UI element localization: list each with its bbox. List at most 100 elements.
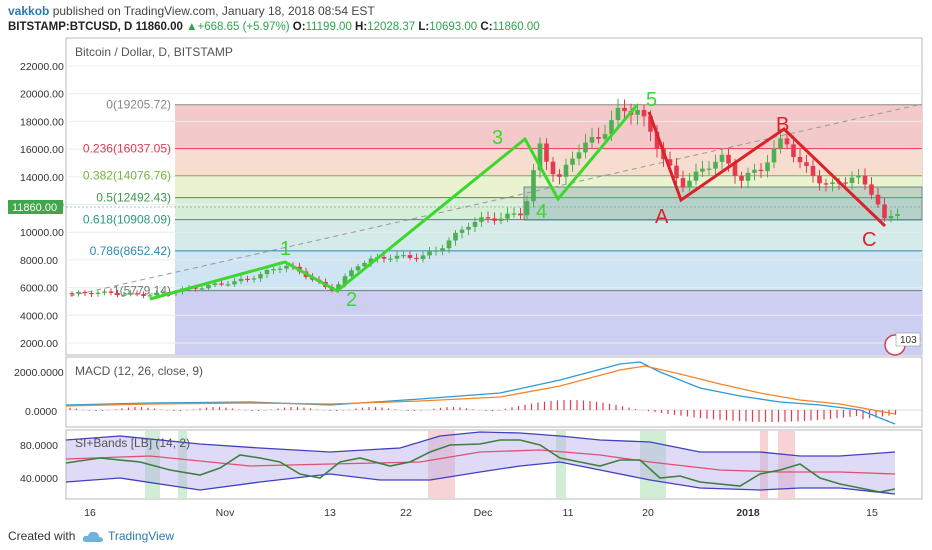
time-tick-label: 15	[866, 507, 878, 519]
rsi-series	[65, 431, 896, 498]
fib-level-label: 0.5(12492.43)	[96, 191, 171, 205]
candle-body	[368, 258, 374, 263]
author-name[interactable]: vakkob	[8, 4, 50, 18]
price-tick-label: 6000.00	[20, 283, 58, 295]
candle-body	[121, 294, 127, 296]
candle-body	[778, 138, 783, 149]
candle-body	[199, 288, 205, 290]
candle-body	[141, 294, 146, 296]
candle-body	[862, 175, 868, 185]
candle-body	[349, 270, 354, 277]
macd-panel[interactable]	[65, 356, 923, 428]
time-tick-label: 2018	[736, 507, 760, 519]
rsi-zone-highlight	[145, 431, 160, 498]
candle-body	[193, 287, 198, 289]
time-tick-label: 22	[400, 507, 412, 519]
candle-body	[531, 170, 536, 202]
candle-body	[648, 116, 653, 132]
created-with-text: Created with	[8, 529, 76, 543]
candle-body	[219, 283, 224, 285]
time-axis[interactable]: 16 Nov 13 22 Dec 11 20 2018 15	[84, 507, 878, 519]
price-tick-label: 18000.00	[20, 116, 64, 128]
tradingview-link[interactable]: TradingView	[108, 529, 175, 543]
candle-body	[102, 291, 107, 293]
trend-line	[69, 103, 923, 297]
fib-lines	[175, 104, 922, 292]
price-tick-label: 8000.00	[20, 255, 58, 267]
wave-label-4: 4	[536, 201, 547, 223]
chart-canvas[interactable]: 0(19205.72) 0.236(16037.05) 0.382(14076.76…	[0, 0, 932, 524]
rsi-tick-40: 40.0000	[20, 473, 58, 485]
candle-body	[830, 182, 835, 185]
current-price-text: 11860.00	[12, 202, 57, 214]
rsi-zone-highlight	[760, 431, 768, 498]
symbol-label: BITSTAMP:BTCUSD, D	[8, 21, 133, 33]
fib-zones	[175, 104, 922, 355]
candle-body	[745, 172, 751, 181]
candle-body	[518, 213, 523, 216]
wave-label-b: B	[776, 114, 789, 136]
candle-body	[524, 201, 530, 216]
candle-body	[791, 144, 796, 157]
last-price: 11860.00	[135, 21, 183, 33]
candle-body	[440, 248, 445, 251]
candle-body	[739, 176, 744, 181]
candle-body	[154, 292, 159, 296]
candle-body	[888, 215, 894, 219]
fib-zone	[175, 104, 922, 149]
candle-body	[336, 284, 341, 291]
candle-body	[388, 258, 393, 260]
candle-body	[160, 292, 166, 294]
fib-zone-base	[175, 290, 922, 355]
candle-body	[362, 262, 367, 267]
time-tick-label: 13	[324, 507, 336, 519]
candle-body	[485, 217, 491, 219]
fib-level-label: 0(19205.72)	[106, 98, 171, 112]
candle-body	[602, 134, 608, 139]
badge-count: 103	[900, 335, 917, 346]
candle-body	[771, 148, 777, 163]
candle-body	[810, 165, 816, 176]
candle-body	[245, 278, 250, 281]
wave-label-1: 1	[280, 238, 291, 260]
price-tick-label: 10000.00	[20, 227, 64, 239]
wave-label-3: 3	[492, 127, 503, 149]
candle-body	[693, 171, 699, 181]
candle-body	[206, 285, 211, 289]
candle-body	[895, 214, 900, 216]
macd-title: MACD (12, 26, close, 9)	[75, 364, 203, 378]
close-label: C:	[480, 21, 493, 33]
change-value: +668.65 (+5.97%)	[197, 21, 290, 33]
rsi-zone-highlight	[428, 431, 455, 498]
candle-body	[784, 138, 790, 145]
candle-body	[765, 162, 770, 172]
wave-label-c: C	[862, 229, 876, 251]
candle-body	[459, 229, 465, 233]
high-value: 12028.37	[367, 21, 416, 33]
price-tick-label: 4000.00	[20, 310, 58, 322]
candle-body	[583, 142, 588, 153]
candle-body	[544, 143, 549, 162]
candle-body	[108, 291, 114, 293]
candle-body	[641, 109, 647, 117]
current-price-tag	[8, 200, 63, 214]
macd-tick-0: 0.0000	[25, 406, 57, 418]
candle-body	[687, 180, 692, 188]
time-tick-label: 16	[84, 507, 96, 519]
candle-body	[563, 164, 569, 177]
candle-body	[557, 174, 562, 177]
price-tick-label: 2000.00	[20, 338, 58, 350]
fib-level-label: 0.618(10908.09)	[83, 213, 171, 227]
candle-body	[511, 213, 517, 215]
rsi-zone-highlight	[178, 431, 187, 498]
candle-body	[667, 159, 673, 166]
candle-body	[622, 107, 627, 112]
corrective-wave	[647, 111, 887, 228]
candle-body	[576, 152, 582, 159]
candle-body	[804, 162, 809, 166]
candle-body	[700, 168, 705, 172]
candle-body	[271, 269, 276, 271]
candle-body	[277, 268, 283, 270]
candle-body	[472, 221, 478, 227]
candle-body	[570, 158, 575, 165]
